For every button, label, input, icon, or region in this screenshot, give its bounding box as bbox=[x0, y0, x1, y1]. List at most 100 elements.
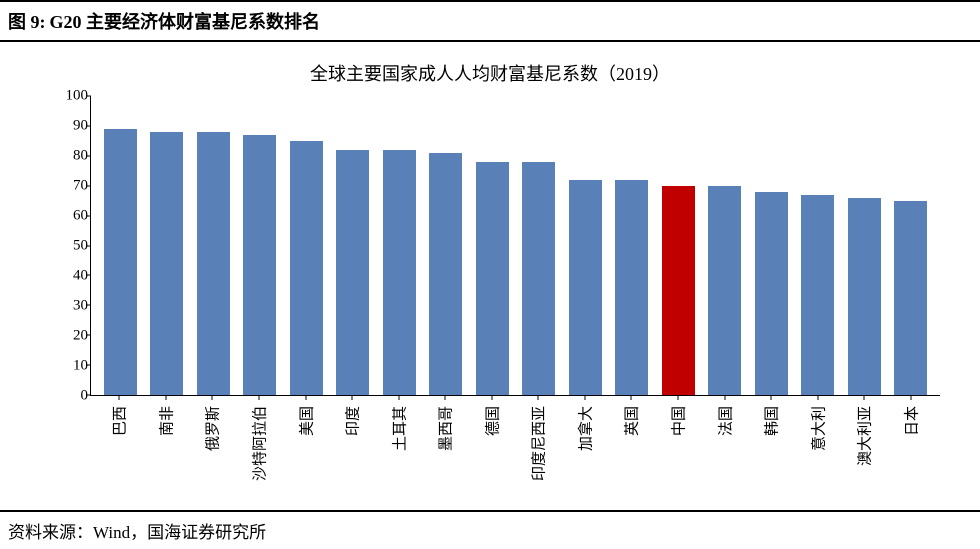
bar bbox=[662, 186, 695, 395]
x-tick-mark bbox=[398, 396, 399, 400]
bar-slot bbox=[841, 96, 888, 395]
chart-area: 0102030405060708090100 bbox=[90, 96, 940, 396]
bar-slot bbox=[609, 96, 656, 395]
chart-title-text: 全球主要国家成人人均财富基尼系数（2019） bbox=[310, 64, 670, 84]
source-label: 资料来源： bbox=[8, 523, 93, 542]
bar bbox=[104, 129, 137, 395]
x-label-text: 澳大利亚 bbox=[854, 406, 875, 466]
x-axis-labels: 巴西南非俄罗斯沙特阿拉伯 美国印度 土耳其 墨西哥德国印度尼西亚加拿大英国中国法国韩国… bbox=[90, 400, 940, 510]
bar bbox=[848, 198, 881, 395]
x-label-slot: 法国 bbox=[701, 400, 748, 510]
y-tick-label: 30 bbox=[40, 298, 88, 315]
bar-slot bbox=[748, 96, 795, 395]
x-label-text: 英国 bbox=[621, 406, 642, 436]
x-label-slot: 印度 bbox=[329, 400, 376, 510]
bar-slot bbox=[469, 96, 516, 395]
y-tick-label: 70 bbox=[40, 178, 88, 195]
bar bbox=[755, 192, 788, 395]
bar-slot bbox=[283, 96, 330, 395]
x-label-text: 日本 bbox=[900, 406, 921, 436]
x-label-text: 韩国 bbox=[761, 406, 782, 436]
x-tick-mark bbox=[352, 396, 353, 400]
source-text: Wind，国海证券研究所 bbox=[93, 523, 266, 542]
y-tick-mark bbox=[86, 185, 91, 186]
x-label-text: 墨西哥 bbox=[435, 406, 456, 451]
bar-slot bbox=[888, 96, 935, 395]
bar-slot bbox=[562, 96, 609, 395]
y-tick-mark bbox=[86, 305, 91, 306]
x-label-slot: 加拿大 bbox=[562, 400, 609, 510]
x-label-text: 印度尼西亚 bbox=[528, 406, 549, 481]
x-tick-mark bbox=[910, 396, 911, 400]
y-tick-label: 100 bbox=[40, 88, 88, 105]
x-label-slot: 意大利 bbox=[794, 400, 841, 510]
bar bbox=[894, 201, 927, 395]
y-tick-mark bbox=[86, 125, 91, 126]
x-tick-mark bbox=[258, 396, 259, 400]
bar-slot bbox=[190, 96, 237, 395]
bar-slot bbox=[423, 96, 470, 395]
bar bbox=[429, 153, 462, 395]
bar-slot bbox=[702, 96, 749, 395]
x-label-slot: 俄罗斯 bbox=[189, 400, 236, 510]
y-tick-mark bbox=[86, 275, 91, 276]
y-axis: 0102030405060708090100 bbox=[40, 96, 88, 396]
y-tick-label: 50 bbox=[40, 238, 88, 255]
bar-slot bbox=[237, 96, 284, 395]
bar bbox=[383, 150, 416, 395]
bar bbox=[336, 150, 369, 395]
bar-slot bbox=[655, 96, 702, 395]
x-tick-mark bbox=[538, 396, 539, 400]
y-tick-mark bbox=[86, 365, 91, 366]
x-tick-mark bbox=[864, 396, 865, 400]
y-tick-mark bbox=[86, 155, 91, 156]
bar bbox=[197, 132, 230, 395]
bar bbox=[476, 162, 509, 395]
bar bbox=[150, 132, 183, 395]
x-label-text: 法国 bbox=[714, 406, 735, 436]
source-line: 资料来源：Wind，国海证券研究所 bbox=[0, 512, 980, 549]
bar bbox=[569, 180, 602, 395]
y-tick-mark bbox=[86, 96, 91, 97]
y-tick-label: 60 bbox=[40, 208, 88, 225]
y-tick-mark bbox=[86, 335, 91, 336]
bar bbox=[243, 135, 276, 395]
y-tick-label: 80 bbox=[40, 148, 88, 165]
x-tick-mark bbox=[305, 396, 306, 400]
x-label-slot: 中国 bbox=[655, 400, 702, 510]
x-tick-mark bbox=[724, 396, 725, 400]
x-tick-mark bbox=[165, 396, 166, 400]
bar-slot bbox=[144, 96, 191, 395]
x-label-text: 印度 bbox=[342, 406, 363, 436]
y-tick-mark bbox=[86, 215, 91, 216]
x-tick-mark bbox=[771, 396, 772, 400]
bar-slot bbox=[330, 96, 377, 395]
x-label-slot: 德国 bbox=[469, 400, 516, 510]
plot-area bbox=[90, 96, 940, 396]
x-label-text: 美国 bbox=[295, 406, 316, 436]
bars-container bbox=[91, 96, 940, 395]
x-label-slot: 南非 bbox=[143, 400, 190, 510]
figure-title: G20 主要经济体财富基尼系数排名 bbox=[50, 12, 321, 32]
x-tick-mark bbox=[678, 396, 679, 400]
x-label-text: 沙特阿拉伯 bbox=[248, 406, 269, 481]
x-label-text: 土耳其 bbox=[388, 406, 409, 451]
x-tick-mark bbox=[817, 396, 818, 400]
x-label-slot: 日本 bbox=[888, 400, 935, 510]
bar bbox=[708, 186, 741, 395]
bar bbox=[290, 141, 323, 395]
x-tick-mark bbox=[212, 396, 213, 400]
x-label-text: 意大利 bbox=[807, 406, 828, 451]
x-label-slot: 英国 bbox=[608, 400, 655, 510]
x-label-slot: 美国 bbox=[282, 400, 329, 510]
x-label-slot: 沙特阿拉伯 bbox=[236, 400, 283, 510]
y-tick-label: 0 bbox=[40, 388, 88, 405]
bar-slot bbox=[97, 96, 144, 395]
x-tick-mark bbox=[491, 396, 492, 400]
x-label-text: 巴西 bbox=[109, 406, 130, 436]
bar bbox=[801, 195, 834, 395]
bar-slot bbox=[795, 96, 842, 395]
chart-title: 全球主要国家成人人均财富基尼系数（2019） bbox=[0, 60, 980, 86]
x-tick-mark bbox=[584, 396, 585, 400]
y-tick-label: 10 bbox=[40, 358, 88, 375]
